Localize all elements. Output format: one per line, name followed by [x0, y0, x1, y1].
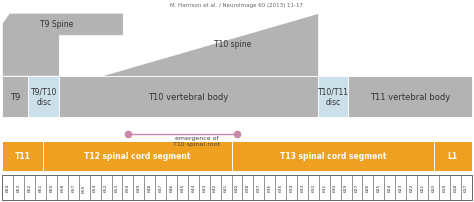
Text: 647: 647: [159, 183, 163, 191]
Text: 648: 648: [148, 183, 152, 191]
Text: T11 vertebral body: T11 vertebral body: [370, 93, 450, 101]
Text: 621: 621: [420, 183, 425, 191]
Text: 623: 623: [399, 183, 403, 191]
Text: 651: 651: [115, 183, 119, 191]
Text: M. Harrison et al. / NeuroImage 60 (2013) 11-17: M. Harrison et al. / NeuroImage 60 (2013…: [171, 3, 303, 8]
Text: 625: 625: [377, 183, 381, 191]
Text: T12 spinal cord segment: T12 spinal cord segment: [84, 152, 191, 161]
Text: 664: 664: [6, 183, 10, 191]
Text: T10 spine: T10 spine: [214, 40, 251, 49]
Text: 650: 650: [126, 183, 130, 191]
Text: 617: 617: [464, 183, 468, 191]
Text: 645: 645: [181, 183, 184, 191]
Text: 646: 646: [170, 183, 173, 191]
Text: 627: 627: [355, 183, 359, 191]
Text: 634: 634: [290, 183, 293, 191]
Text: 618: 618: [453, 183, 457, 191]
Text: 654: 654: [93, 183, 97, 191]
Text: 632: 632: [311, 183, 315, 191]
Text: 663: 663: [17, 183, 21, 191]
Text: 661: 661: [38, 183, 43, 191]
Bar: [2, 175, 472, 200]
Text: 642: 642: [213, 183, 217, 191]
Text: T10 vertebral body: T10 vertebral body: [148, 93, 228, 101]
Text: 640: 640: [235, 183, 239, 191]
Bar: [434, 141, 472, 171]
Bar: [318, 77, 348, 117]
Text: 635: 635: [279, 183, 283, 191]
Text: T9: T9: [10, 93, 20, 101]
Text: 660: 660: [49, 183, 54, 191]
Polygon shape: [100, 14, 318, 77]
Text: 631: 631: [322, 183, 326, 191]
Text: T11: T11: [15, 152, 30, 161]
Text: 626: 626: [366, 183, 370, 191]
Text: 629: 629: [344, 183, 348, 191]
Bar: [43, 141, 232, 171]
Text: 655: 655: [82, 183, 86, 191]
Text: T9 Spine: T9 Spine: [40, 20, 73, 29]
Text: 636: 636: [268, 183, 272, 191]
Text: 619: 619: [442, 183, 447, 191]
Bar: [2, 77, 28, 117]
Text: 633: 633: [301, 183, 304, 191]
Text: 658: 658: [60, 183, 64, 191]
Text: 638: 638: [246, 183, 250, 191]
Text: T9/T10
disc: T9/T10 disc: [31, 87, 57, 107]
Bar: [232, 141, 434, 171]
Text: 630: 630: [333, 183, 337, 191]
Bar: [59, 77, 318, 117]
Text: L1: L1: [447, 152, 458, 161]
Text: 620: 620: [431, 183, 436, 191]
Bar: [348, 77, 472, 117]
Text: 637: 637: [257, 183, 261, 191]
Text: 622: 622: [410, 183, 414, 191]
Text: emergence of
T10 spinal root: emergence of T10 spinal root: [173, 135, 220, 146]
Text: 662: 662: [27, 183, 32, 191]
Text: 641: 641: [224, 183, 228, 191]
Text: T13 spinal cord segment: T13 spinal cord segment: [280, 152, 386, 161]
Text: 644: 644: [191, 183, 195, 191]
Text: 643: 643: [202, 183, 206, 191]
Polygon shape: [2, 14, 123, 77]
Text: 624: 624: [388, 183, 392, 191]
Text: 649: 649: [137, 183, 141, 191]
Text: 652: 652: [104, 183, 108, 191]
Bar: [28, 77, 59, 117]
Text: 657: 657: [71, 183, 75, 191]
Text: T10/T11
disc: T10/T11 disc: [318, 87, 348, 107]
Bar: [2, 141, 43, 171]
